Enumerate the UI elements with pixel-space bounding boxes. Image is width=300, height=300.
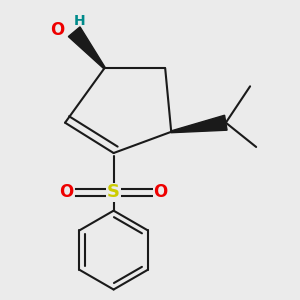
Text: H: H — [74, 14, 85, 28]
Text: O: O — [50, 21, 64, 39]
Polygon shape — [68, 27, 105, 69]
Text: S: S — [107, 184, 120, 202]
Text: O: O — [59, 184, 74, 202]
Polygon shape — [171, 115, 227, 133]
Text: O: O — [154, 184, 168, 202]
